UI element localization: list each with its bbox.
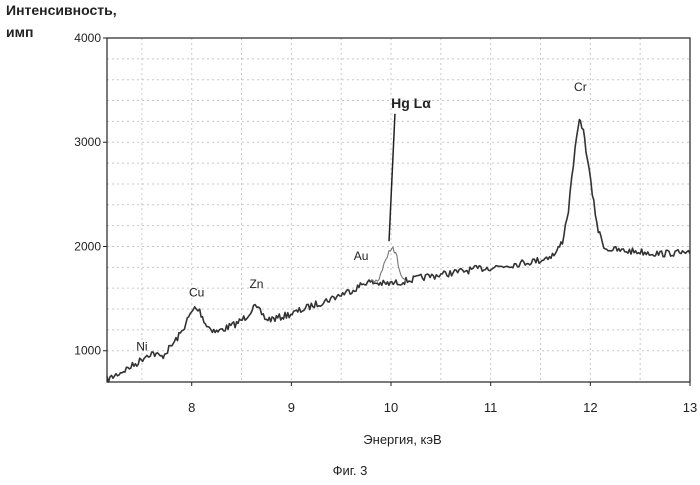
peak-label: Zn [249, 277, 263, 291]
x-tick-label: 8 [188, 400, 195, 415]
x-tick-label: 12 [583, 400, 597, 415]
figure-caption: Фиг. 3 [0, 463, 700, 478]
hg-leader-line [389, 114, 395, 241]
y-tick-label: 3000 [74, 135, 101, 149]
spectrum-line [107, 120, 690, 382]
spectrum-chart: 1000 2000 3000 4000 8 9 10 11 12 13 Ni Cu Zn Au Hg L… [0, 0, 700, 460]
y-tick-label: 1000 [74, 344, 101, 358]
peak-label: Cr [574, 80, 587, 94]
series-group [107, 120, 690, 382]
plot-frame [107, 38, 690, 382]
x-axis-label: Энергия, кэВ [0, 432, 700, 447]
peak-label: Cu [189, 286, 204, 300]
hg-peak-line [371, 247, 406, 282]
x-tick-label: 13 [683, 400, 697, 415]
peak-label: Ni [136, 340, 147, 354]
peak-label: Hg Lα [391, 95, 431, 111]
x-tick-label: 9 [288, 400, 295, 415]
peak-label: Au [354, 249, 369, 263]
y-tick-label: 2000 [74, 239, 101, 253]
x-tick-group: 8 9 10 11 12 13 [188, 382, 697, 415]
grid [107, 38, 690, 382]
y-tick-group: 1000 2000 3000 4000 [74, 31, 107, 358]
x-tick-label: 11 [484, 400, 498, 415]
x-tick-label: 10 [384, 400, 398, 415]
y-tick-label: 4000 [74, 31, 101, 45]
